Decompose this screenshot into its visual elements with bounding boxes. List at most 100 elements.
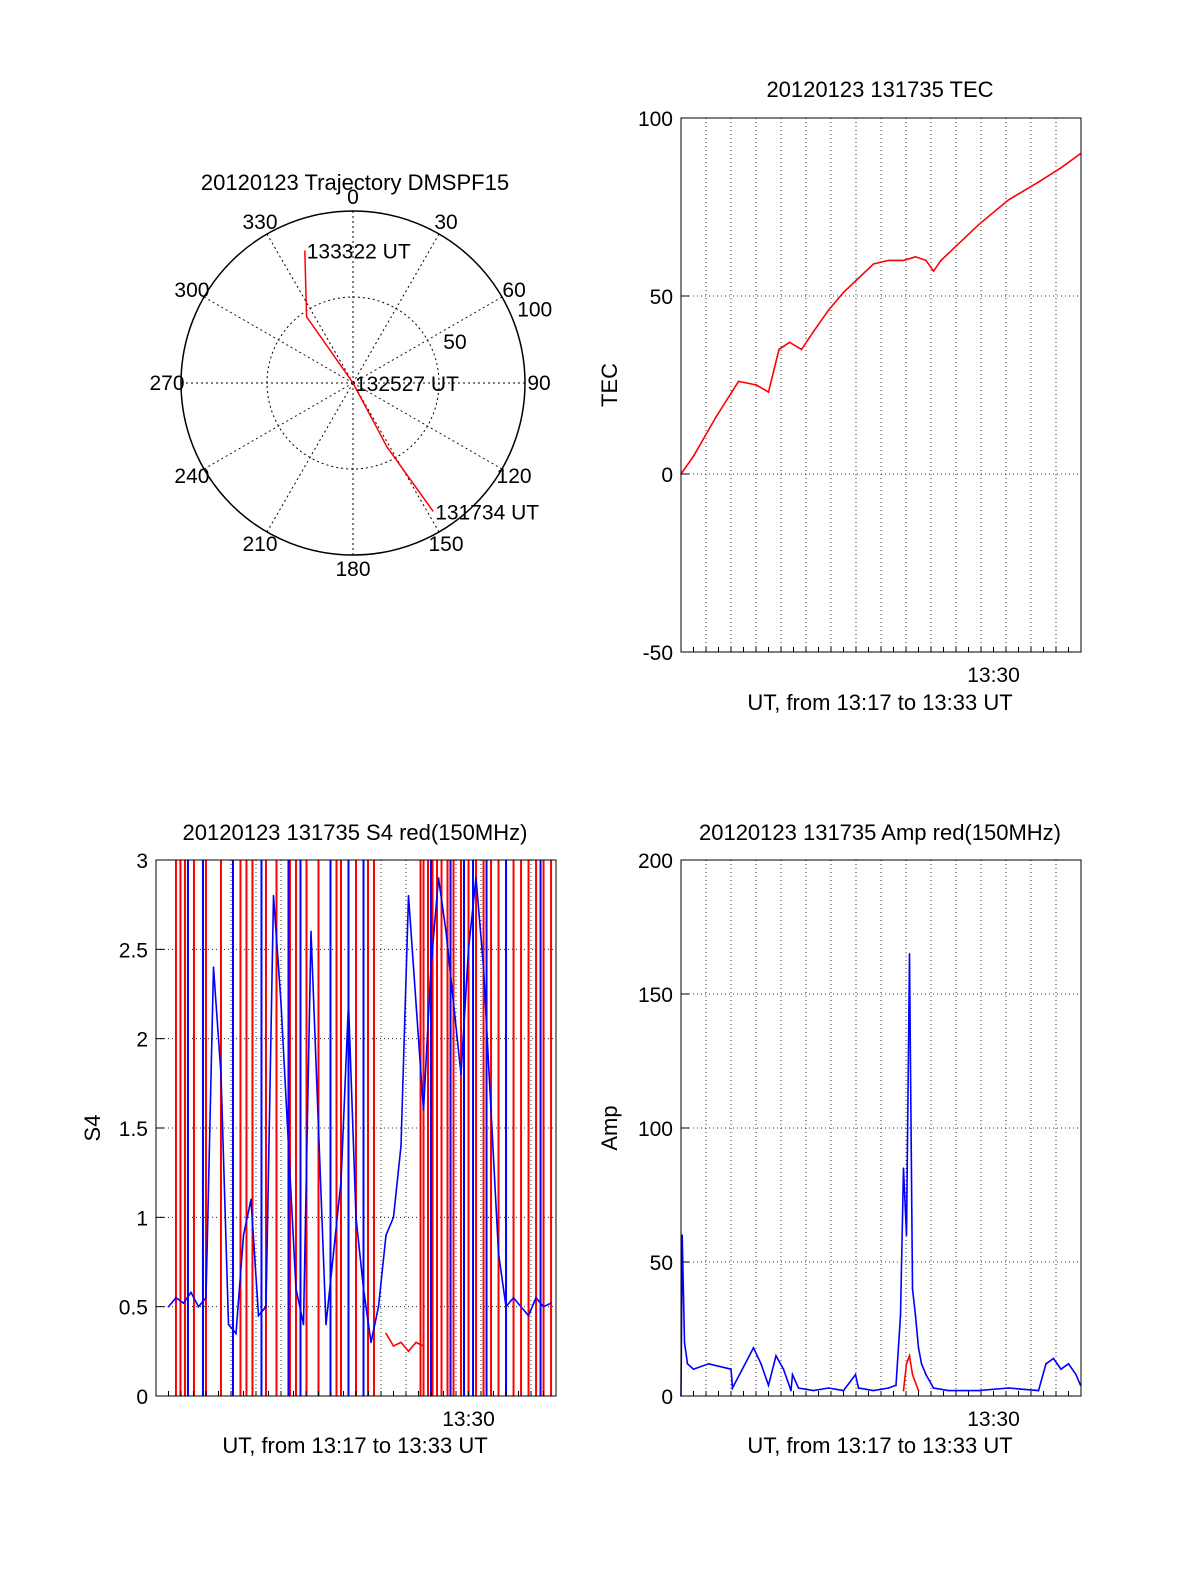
- amp-data-point: [1060, 1368, 1062, 1370]
- tec-data-point: [1060, 167, 1062, 169]
- amp-data-point: [920, 1363, 923, 1365]
- polar-angle-label: 300: [174, 279, 209, 302]
- s4-data-point: [422, 1109, 425, 1111]
- s4-data-point: [542, 1305, 545, 1308]
- s4-title: 20120123 131735 S4 red(150MHz): [183, 820, 528, 845]
- s4-xtick-label: 13:30: [442, 1408, 495, 1431]
- amp-data-point: [872, 1389, 875, 1392]
- polar-angle-labels: 0 30 60 90 120 150 180 210 240 270 300 330: [149, 186, 550, 581]
- tec-data-point: [887, 259, 890, 262]
- s4-data-point: [460, 1073, 462, 1076]
- tec-series: [680, 152, 1082, 475]
- s4-data-point: [392, 1345, 395, 1347]
- tec-title: 20120123 131735 TEC: [766, 77, 993, 102]
- amp-data-point: [977, 1389, 980, 1392]
- trajectory-title: 20120123 Trajectory DMSPF15: [201, 170, 509, 195]
- polar-spoke-240: [203, 382, 354, 470]
- tec-xlabel: UT, from 13:17 to 13:33 UT: [747, 690, 1012, 715]
- amp-ytick-label: 50: [650, 1252, 673, 1275]
- s4-data-point: [370, 1341, 372, 1344]
- s4-data-point: [287, 1145, 290, 1147]
- s4-data-point: [437, 877, 440, 879]
- s4-data-point: [415, 1002, 417, 1004]
- tec-data-point: [932, 270, 935, 272]
- amp-data-point: [797, 1387, 800, 1389]
- trajectory-line: [304, 250, 434, 512]
- polar-angle-label: 90: [527, 372, 550, 395]
- polar-grid: [180, 210, 526, 556]
- trajectory-time-label: 133322 UT: [307, 240, 411, 263]
- s4-data-point: [550, 1302, 552, 1304]
- s4-data-point: [182, 1302, 185, 1304]
- tec-ytick-label: -50: [643, 642, 673, 665]
- s4-data-point: [392, 1216, 395, 1219]
- s4-data-point: [497, 1252, 500, 1254]
- s4-series: [167, 860, 553, 1396]
- polar-spoke-120: [352, 382, 503, 470]
- s4-ytick-label: 1.5: [119, 1118, 148, 1141]
- amp-data-point: [914, 1381, 917, 1384]
- amp-ytick-label: 150: [638, 984, 673, 1007]
- s4-data-point: [332, 1252, 335, 1254]
- s4-data-point: [250, 1198, 252, 1201]
- amp-data-point: [731, 1387, 734, 1389]
- tec-data-point: [692, 455, 695, 458]
- s4-data-point: [430, 966, 432, 968]
- amp-data-point: [857, 1387, 860, 1389]
- polar-radial-label: 100: [517, 299, 552, 322]
- polar-angle-label: 0: [347, 186, 359, 209]
- polar-angle-label: 120: [497, 465, 532, 488]
- amp-xtick-label: 13:30: [967, 1408, 1020, 1431]
- amp-data-point: [914, 1314, 917, 1317]
- s4-data-point: [400, 1145, 402, 1147]
- tec-series-line: [680, 152, 1081, 475]
- tec-data-point: [767, 391, 770, 393]
- s4-data-point: [407, 1350, 410, 1353]
- amp-xlabel: UT, from 13:17 to 13:33 UT: [747, 1433, 1012, 1458]
- s4-data-point: [310, 930, 312, 933]
- s4-ticks: 0 0.5 1 1.5 2 2.5 3 13:30: [119, 850, 544, 1431]
- s4-ylabel: S4: [80, 1115, 105, 1142]
- s4-data-point: [220, 1073, 222, 1076]
- s4-data-point: [325, 1323, 327, 1326]
- tec-ytick-label: 50: [650, 286, 673, 309]
- tec-data-point: [902, 259, 905, 262]
- amp-ytick-label: 100: [638, 1118, 673, 1141]
- polar-angle-label: 270: [149, 372, 184, 395]
- polar-spoke-210: [266, 382, 354, 533]
- s4-panel: 20120123 131735 S4 red(150MHz) 0 0.5 1 1.5 2…: [80, 820, 557, 1458]
- amp-title: 20120123 131735 Amp red(150MHz): [699, 820, 1061, 845]
- s4-data-point: [490, 1109, 492, 1111]
- amp-data-point: [887, 1387, 890, 1389]
- amp-data-point: [902, 1167, 905, 1169]
- tec-data-point: [1007, 199, 1010, 201]
- amp-data-point: [1007, 1387, 1010, 1389]
- polar-radial-label: 50: [443, 331, 466, 354]
- s4-data-point: [385, 1234, 387, 1236]
- tec-panel: 20120123 131735 TEC -50 0 50 100 13:30 UT, f…: [597, 77, 1082, 715]
- amp-ylabel: Amp: [597, 1105, 622, 1150]
- amp-series: [680, 953, 1082, 1397]
- amp-data-point: [692, 1368, 695, 1370]
- tec-data-point: [857, 277, 860, 280]
- amp-data-point: [1067, 1363, 1070, 1365]
- amp-data-point: [1052, 1357, 1055, 1360]
- s4-data-point: [167, 1305, 170, 1308]
- s4-series-line: [385, 1333, 424, 1353]
- s4-data-point: [205, 1296, 207, 1299]
- amp-series-line: [680, 953, 1082, 1397]
- amp-grid: [681, 860, 1081, 1396]
- amp-data-point: [908, 1355, 911, 1357]
- amp-panel: 20120123 131735 Amp red(150MHz) 0 50 100 15…: [597, 820, 1082, 1458]
- amp-data-point: [908, 953, 911, 955]
- s4-data-point: [242, 1234, 245, 1236]
- amp-data-point: [775, 1355, 777, 1357]
- s4-data-point: [512, 1296, 515, 1299]
- amp-data-point: [760, 1363, 762, 1365]
- s4-data-point: [467, 948, 470, 951]
- polar-angle-label: 210: [242, 533, 277, 556]
- amp-data-point: [752, 1346, 755, 1349]
- s4-data-point: [385, 1332, 387, 1335]
- s4-ytick-label: 2.5: [119, 939, 148, 962]
- amp-data-point: [905, 1363, 908, 1365]
